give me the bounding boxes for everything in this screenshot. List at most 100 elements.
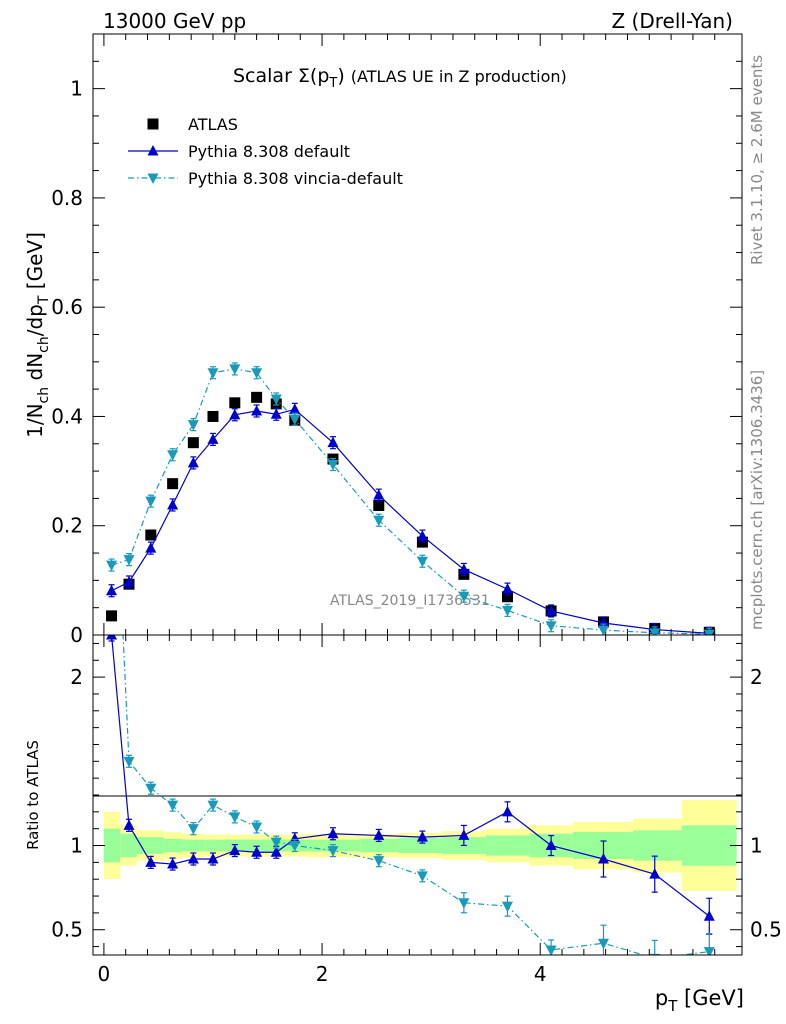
data-point	[187, 456, 199, 468]
y-tick-label: 1	[70, 77, 83, 101]
data-point	[251, 368, 263, 379]
data-point	[207, 410, 219, 422]
ratio-y-tick-label: 0.5	[51, 918, 83, 942]
x-tick-label: 4	[534, 962, 547, 986]
inner-uncertainty-band	[103, 828, 121, 863]
ratio-data-point	[373, 856, 385, 867]
data-point	[270, 408, 282, 419]
rivet-note: Rivet 3.1.10, ≥ 2.6M events	[748, 55, 766, 265]
ratio-data-point	[207, 800, 219, 812]
ratio-axes: 0 2 4 0.5 0.5 1 1 2 2	[51, 634, 782, 986]
data-point	[373, 515, 385, 527]
data-point	[145, 496, 157, 508]
ratio-data-point	[703, 910, 715, 921]
ratio-data-point	[545, 945, 557, 955]
analysis-watermark: ATLAS_2019_I1736531	[330, 593, 490, 609]
data-point	[251, 404, 263, 416]
inner-uncertainty-band	[398, 837, 443, 854]
legend: ATLAS Pythia 8.308 default Pythia 8.308 vi…	[128, 115, 403, 188]
y-tick-label: 0.4	[51, 404, 83, 428]
plot-title-tail: (ATLAS UE in Z production)	[351, 67, 567, 86]
data-point	[145, 542, 157, 553]
y-tick-label: 0.6	[51, 295, 83, 319]
ratio-data-point	[545, 839, 557, 851]
data-point	[416, 530, 428, 541]
y-label-sub-ch-2: ch	[36, 336, 52, 353]
plot-title-close: )	[337, 65, 344, 87]
ratio-data-point	[187, 853, 199, 864]
ratio-data-point	[145, 856, 157, 867]
ratio-data-point	[597, 938, 609, 950]
legend-label: Pythia 8.308 vincia-default	[188, 169, 403, 188]
ratio-plot-frame	[92, 634, 743, 956]
data-point	[207, 433, 219, 444]
data-point	[106, 560, 118, 572]
data-point	[703, 629, 715, 635]
data-point	[545, 604, 557, 616]
data-point	[327, 436, 339, 448]
ratio-data-point	[145, 783, 157, 795]
ratio-y-tick-label: 1	[70, 834, 83, 858]
data-point	[229, 364, 241, 375]
data-point	[187, 420, 199, 431]
main-y-axis-label: 1/Nch dNch/dpT [GeV]	[23, 232, 52, 438]
ratio-data-point	[703, 947, 715, 955]
ratio-data-point	[327, 827, 339, 839]
ratio-data-point	[416, 831, 428, 842]
ratio-y-tick-label: 2	[70, 665, 83, 689]
data-point	[501, 605, 513, 617]
header-left: 13000 GeV pp	[103, 9, 246, 33]
x-tick-label: 0	[98, 962, 111, 986]
x-tick-label: 2	[316, 962, 329, 986]
ratio-y-tick-label-right: 0.5	[750, 918, 782, 942]
plot-title-sub: T	[328, 76, 337, 91]
ratio-panel: 0 2 4 0.5 0.5 1 1 2 2 Ratio to ATLAS pT [GeV]	[24, 634, 782, 1015]
x-label-sub: T	[667, 997, 678, 1015]
ratio-y-axis-label: Ratio to ATLAS	[24, 740, 42, 850]
inner-uncertainty-band	[120, 833, 137, 858]
inner-uncertainty-band	[485, 835, 530, 856]
data-point	[501, 583, 513, 594]
data-point	[251, 391, 263, 403]
ratio-uncertainty-bands	[103, 800, 737, 891]
data-point	[458, 591, 470, 603]
data-point	[106, 610, 118, 622]
ratio-data-point	[373, 829, 385, 840]
ratio-data-point	[123, 819, 135, 830]
ratio-series-line	[122, 635, 710, 955]
ratio-data-point	[289, 832, 301, 844]
x-label-main: p	[655, 986, 668, 1010]
data-point	[123, 555, 135, 566]
y-tick-label: 0.8	[51, 186, 83, 210]
data-point	[373, 489, 385, 500]
data-point	[327, 460, 339, 471]
ratio-data-point	[123, 756, 135, 768]
data-point	[270, 394, 282, 405]
data-point	[167, 450, 179, 461]
plot-title: Scalar Σ(pT) (ATLAS UE in Z production)	[233, 65, 567, 91]
inner-uncertainty-band	[360, 838, 399, 853]
legend-label: Pythia 8.308 default	[188, 142, 350, 161]
ratio-data-point	[458, 829, 470, 840]
ratio-data-point	[167, 800, 179, 812]
y-tick-label: 0.2	[51, 514, 83, 538]
ratio-data-point	[597, 853, 609, 864]
ratio-series	[106, 635, 715, 955]
data-point	[229, 408, 241, 420]
x-axis-label: pT [GeV]	[655, 986, 744, 1015]
inner-uncertainty-band	[182, 839, 205, 852]
ratio-data-point	[187, 824, 199, 835]
ratio-data-point	[458, 898, 470, 909]
y-label-text-2: dN	[23, 353, 47, 387]
data-point	[187, 437, 199, 449]
y-label-text: 1/N	[23, 403, 47, 437]
data-point	[416, 556, 428, 568]
main-plot-panel: 00.20.40.60.81 1/Nch dNch/dpT [GeV] Scal…	[23, 33, 743, 647]
data-point	[145, 529, 157, 541]
data-point	[289, 414, 301, 426]
y-label-unit: [GeV]	[23, 232, 47, 295]
data-point	[501, 591, 513, 603]
inner-uncertainty-band	[163, 838, 183, 853]
legend-marker	[147, 118, 159, 130]
